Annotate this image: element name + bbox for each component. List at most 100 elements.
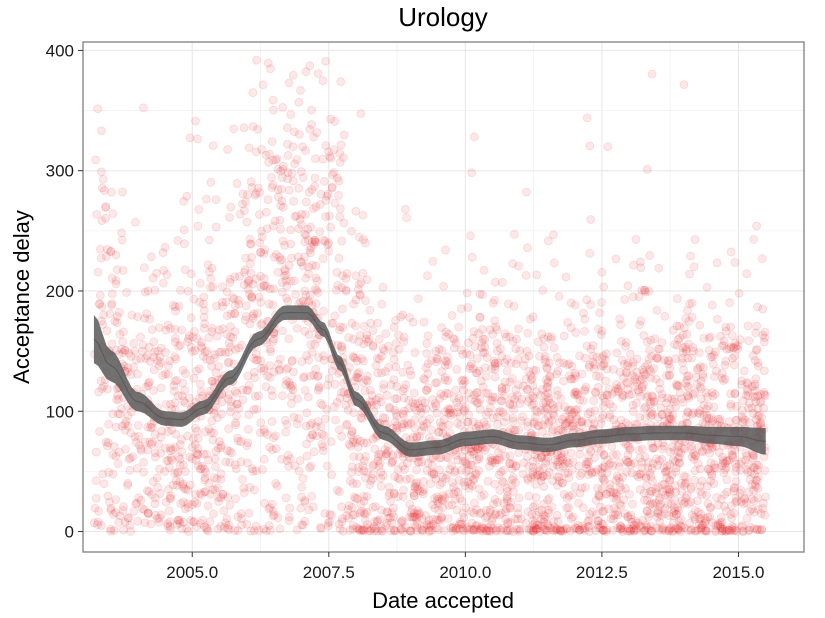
data-point	[225, 446, 235, 456]
data-point	[123, 421, 133, 431]
data-point	[464, 483, 474, 493]
data-point	[751, 392, 760, 402]
data-point	[334, 190, 343, 200]
data-point	[334, 487, 344, 497]
data-point	[493, 448, 503, 458]
data-point	[211, 222, 221, 232]
data-point	[582, 463, 592, 473]
data-point	[576, 417, 586, 427]
data-point	[107, 339, 117, 349]
data-point	[543, 453, 552, 463]
data-point	[354, 463, 363, 472]
data-point	[335, 204, 345, 214]
y-tick-label: 400	[46, 41, 74, 60]
data-point	[611, 489, 621, 499]
data-point	[187, 347, 197, 356]
data-point	[216, 522, 226, 531]
data-point	[335, 325, 344, 335]
data-point	[726, 247, 736, 257]
data-point	[188, 517, 198, 527]
data-point	[528, 502, 538, 512]
data-point	[568, 421, 578, 431]
data-point	[203, 260, 213, 270]
data-point	[653, 344, 663, 354]
data-point	[682, 412, 691, 422]
data-point	[628, 407, 638, 416]
data-point	[394, 344, 404, 354]
data-point	[377, 368, 387, 378]
data-point	[583, 459, 593, 469]
data-point	[646, 486, 655, 496]
data-point	[671, 523, 681, 533]
data-point	[687, 298, 697, 308]
data-point	[647, 391, 657, 401]
data-point	[553, 390, 562, 400]
data-point	[398, 310, 408, 320]
data-point	[592, 352, 602, 362]
data-point	[736, 497, 746, 507]
data-point	[301, 146, 310, 156]
data-point	[149, 337, 159, 347]
data-point	[422, 339, 432, 348]
data-point	[140, 518, 150, 527]
data-point	[462, 288, 472, 298]
data-point	[251, 355, 261, 365]
data-point	[469, 132, 479, 142]
data-point	[214, 362, 224, 371]
data-point	[418, 489, 428, 499]
data-point	[138, 346, 147, 356]
data-point	[292, 323, 302, 333]
data-point	[475, 524, 485, 534]
data-point	[171, 354, 181, 364]
data-point	[513, 503, 523, 513]
data-point	[700, 526, 710, 536]
data-point	[657, 393, 667, 403]
data-point	[280, 266, 290, 276]
data-point	[400, 465, 410, 474]
data-point	[190, 497, 200, 507]
data-point	[368, 502, 378, 512]
data-point	[444, 420, 453, 430]
data-point	[331, 415, 341, 425]
data-point	[434, 427, 444, 437]
data-point	[544, 467, 554, 477]
data-point	[426, 425, 436, 435]
data-point	[251, 274, 261, 284]
data-point	[675, 388, 685, 398]
data-point	[679, 80, 689, 89]
data-point	[456, 420, 466, 430]
data-point	[688, 343, 698, 352]
data-point	[356, 413, 366, 423]
data-point	[257, 145, 266, 154]
data-point	[597, 297, 606, 307]
data-point	[482, 526, 492, 536]
data-point	[445, 404, 455, 414]
data-point	[359, 339, 369, 349]
data-point	[208, 282, 218, 292]
data-point	[413, 506, 423, 516]
data-point	[267, 183, 277, 192]
data-point	[133, 421, 143, 430]
data-point	[252, 308, 262, 318]
data-point	[683, 353, 693, 363]
data-point	[625, 445, 635, 455]
data-point	[124, 513, 134, 523]
data-point	[203, 501, 213, 511]
data-point	[534, 520, 544, 530]
data-point	[243, 276, 253, 286]
data-point	[569, 524, 579, 534]
data-point	[684, 499, 693, 509]
data-point	[117, 228, 126, 238]
data-point	[284, 516, 294, 526]
data-point	[558, 478, 567, 488]
data-point	[690, 451, 700, 460]
data-point	[741, 498, 751, 508]
data-point	[513, 514, 523, 524]
data-point	[447, 311, 457, 320]
data-point	[296, 86, 305, 95]
data-point	[280, 271, 289, 281]
data-point	[497, 384, 507, 393]
data-point	[326, 114, 336, 124]
data-point	[502, 354, 512, 364]
data-point	[196, 464, 206, 474]
